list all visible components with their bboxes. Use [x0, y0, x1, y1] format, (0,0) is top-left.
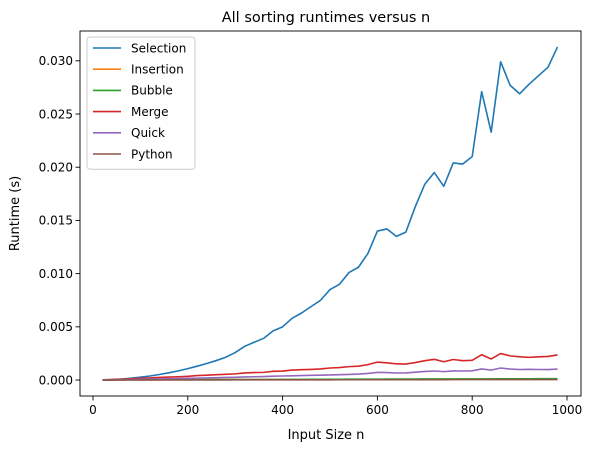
series-line-selection [102, 46, 559, 381]
x-tick-label: 600 [366, 403, 389, 417]
x-tick-label: 800 [461, 403, 484, 417]
axes-frame [79, 30, 582, 397]
legend-label-selection: Selection [131, 41, 186, 55]
y-tick-label: 0.005 [39, 320, 73, 334]
series-line-merge [102, 352, 558, 381]
y-tick-label: 0.015 [39, 214, 73, 228]
x-tick-label: 1000 [552, 403, 583, 417]
legend-label-merge: Merge [131, 105, 168, 119]
x-tick-label: 0 [89, 403, 97, 417]
legend-box [86, 36, 196, 170]
y-tick-label: 0.020 [39, 161, 73, 175]
y-tick-label: 0.000 [39, 373, 73, 387]
y-tick-label: 0.030 [39, 54, 73, 68]
x-axis-ticks: 0 200 400 600 800 1000 [89, 396, 582, 417]
x-tick-label: 400 [271, 403, 294, 417]
plot-area [102, 46, 559, 381]
y-axis-ticks: 0.000 0.005 0.010 0.015 0.020 0.025 0.030 [39, 54, 80, 387]
legend: Selection Insertion Bubble Merge Quick Python [86, 36, 196, 170]
series-line-python [102, 378, 558, 381]
legend-label-quick: Quick [131, 126, 165, 140]
chart-title: All sorting runtimes versus n [222, 10, 431, 26]
y-tick-label: 0.010 [39, 267, 73, 281]
y-tick-label: 0.025 [39, 107, 73, 121]
legend-label-python: Python [131, 147, 173, 161]
x-axis-label: Input Size n [288, 428, 365, 443]
y-axis-label: Runtime (s) [8, 176, 23, 251]
series-line-quick [102, 367, 558, 381]
legend-label-insertion: Insertion [131, 63, 184, 77]
x-tick-label: 200 [176, 403, 199, 417]
legend-label-bubble: Bubble [131, 84, 173, 98]
